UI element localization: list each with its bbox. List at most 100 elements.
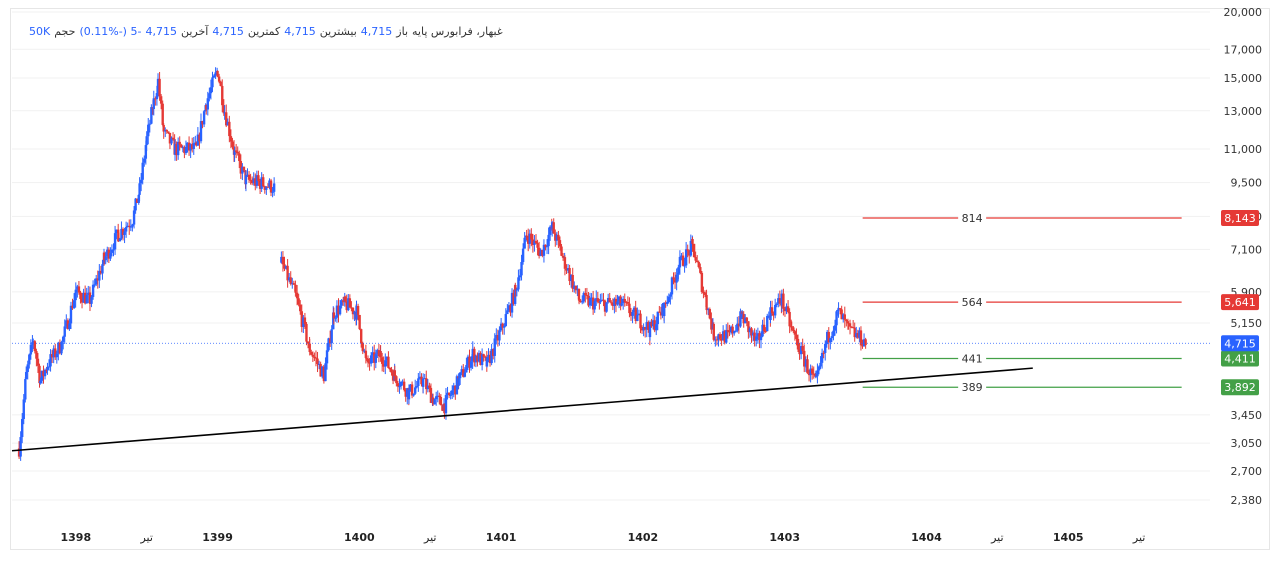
candle-body (222, 105, 226, 114)
candle-body (591, 297, 595, 310)
candle-body (77, 286, 81, 293)
candle-body (29, 344, 33, 355)
candle-body (60, 341, 63, 352)
candle-body (225, 112, 228, 126)
candle-body (847, 323, 850, 325)
candle-body (233, 150, 236, 155)
candle-body (793, 331, 797, 335)
candle-body (74, 292, 77, 301)
candle-body (343, 296, 347, 302)
candle-body (63, 326, 66, 337)
candle-body (61, 336, 65, 342)
candle-body (571, 274, 574, 289)
candle-body (95, 278, 98, 285)
chart-frame[interactable]: غبهار، فرابورس پایه باز 4,715 بیشترین 4,71… (10, 8, 1270, 550)
candle-body (602, 299, 605, 301)
candle-body (555, 234, 559, 241)
candle-body (57, 342, 60, 354)
candle-body (229, 136, 233, 142)
candle-body (454, 385, 457, 395)
candle-body (358, 314, 361, 330)
candle-body (162, 124, 165, 132)
candle-body (297, 298, 300, 305)
level-diff-label: 814 (962, 212, 983, 225)
candle-body (744, 317, 747, 324)
candle-body (212, 75, 216, 78)
candle-body (438, 395, 441, 397)
candle-body (247, 174, 251, 180)
candle-body (614, 298, 618, 305)
candle-body (777, 298, 780, 304)
candle-body (851, 327, 855, 329)
candle-body (694, 257, 697, 261)
candle-body (678, 256, 682, 268)
candle-body (334, 317, 337, 319)
candle-body (662, 302, 666, 317)
candle-body (816, 370, 819, 377)
candle-body (462, 369, 465, 377)
candle-body (158, 78, 161, 97)
candle-body (196, 134, 200, 146)
candle-body (619, 296, 622, 306)
candle-body (401, 381, 404, 383)
candle-body (835, 311, 838, 326)
candle-body (406, 388, 409, 397)
candle-body (748, 328, 752, 333)
candle-body (751, 332, 755, 336)
candle-body (425, 378, 428, 390)
candle-body (217, 76, 221, 82)
candle-body (858, 330, 861, 338)
candle-body (168, 132, 172, 144)
candle-body (396, 383, 400, 387)
candle-body (42, 370, 45, 377)
candle-body (132, 210, 136, 225)
candle-body (684, 249, 688, 266)
candle-body (468, 356, 471, 368)
candle-body (838, 308, 842, 310)
candle-body (753, 332, 756, 341)
candle-body (708, 309, 712, 319)
candle-body (661, 304, 664, 316)
candle-body (463, 372, 467, 377)
candle-body (139, 179, 143, 184)
candle-body (80, 298, 84, 303)
candle-body (265, 186, 268, 190)
level-diff-label: 389 (962, 381, 983, 394)
candle-body (332, 312, 335, 330)
candle-body (655, 324, 658, 331)
candle-body (373, 352, 376, 363)
candle-body (703, 292, 707, 295)
candle-body (167, 131, 170, 133)
candle-body (47, 366, 51, 368)
candle-body (599, 300, 602, 303)
candle-body (487, 354, 490, 358)
candle-body (531, 239, 535, 245)
legend-low-label: کمترین (247, 25, 281, 38)
legend-high-value: 4,715 (284, 25, 316, 38)
candle-body (523, 237, 526, 249)
candle-body (178, 141, 181, 145)
legend-high-label: بیشترین (319, 25, 357, 38)
candle-body (99, 270, 103, 274)
candle-body (69, 305, 73, 324)
y-tick-label: 9,500 (1231, 177, 1263, 190)
candle-body (723, 331, 726, 343)
candle-body (159, 96, 163, 104)
candle-body (479, 353, 482, 366)
candle-body (795, 334, 798, 339)
candle-body (798, 349, 801, 355)
candle-body (457, 378, 460, 386)
candle-body (126, 225, 129, 228)
level-price-tag (1221, 350, 1259, 367)
x-tick-label: 1402 (628, 531, 659, 544)
candle-body (840, 309, 843, 320)
candle-body (485, 357, 489, 367)
candle-body (773, 304, 777, 316)
candle-body (689, 240, 693, 256)
candle-body (645, 322, 648, 330)
candle-body (664, 302, 667, 305)
candle-body (19, 437, 22, 457)
candle-body (107, 249, 111, 259)
candle-body (340, 300, 343, 306)
